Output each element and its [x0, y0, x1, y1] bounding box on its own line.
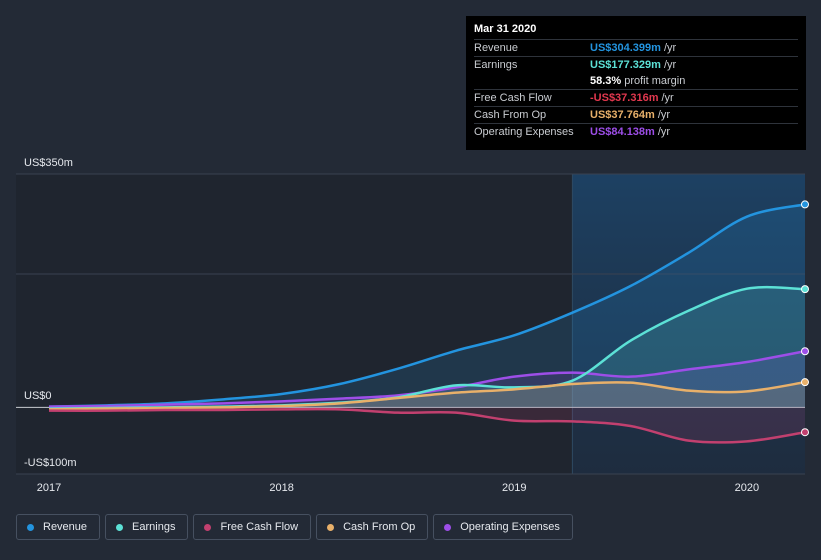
x-tick-label: 2019 [501, 482, 527, 494]
earnings-end-point[interactable] [801, 285, 809, 294]
tooltip-row-unit: profit margin [624, 75, 686, 87]
y-tick-label: US$0 [24, 390, 52, 403]
legend-dot-icon [116, 523, 124, 531]
x-tick-label: 2020 [734, 482, 760, 494]
legend-label: Cash From Op [343, 521, 416, 533]
tooltip-row: Free Cash Flow -US$37.316m/yr [474, 89, 798, 106]
tooltip-row-label: Revenue [474, 42, 519, 54]
legend-item-revenue[interactable]: Revenue [16, 514, 101, 540]
tooltip-row-label: Operating Expenses [474, 126, 574, 138]
y-tick-label: -US$100m [24, 457, 77, 469]
tooltip-row: Earnings US$177.329m/yr [474, 56, 798, 73]
operating-expenses-end-point[interactable] [801, 347, 809, 356]
y-tick-label: US$350m [24, 157, 73, 169]
tooltip-row: 58.3% profit margin [474, 73, 798, 89]
tooltip-row-label: Cash From Op [474, 109, 547, 121]
tooltip-row-value: 58.3% [590, 75, 622, 87]
cash-from-op-end-point[interactable] [801, 378, 809, 387]
tooltip-row: Cash From Op US$37.764m/yr [474, 106, 798, 123]
tooltip-row-unit: /yr [661, 92, 674, 104]
tooltip-row: Operating Expenses US$84.138m/yr [474, 123, 798, 140]
legend-dot-icon [27, 523, 34, 531]
tooltip-date: Mar 31 2020 [474, 23, 537, 35]
free-cash-flow-end-point[interactable] [801, 428, 809, 437]
revenue-end-point[interactable] [801, 200, 809, 209]
earnings-area [49, 287, 805, 409]
tooltip-row-unit: /yr [663, 59, 677, 71]
tooltip-row-label: Earnings [474, 59, 518, 71]
legend-label: Earnings [132, 521, 176, 533]
tooltip-row-unit: /yr [663, 42, 677, 54]
tooltip-row-value: US$177.329m [590, 59, 661, 71]
legend-label: Operating Expenses [460, 521, 560, 533]
legend-label: Free Cash Flow [220, 521, 299, 533]
tooltip-row-unit: /yr [657, 126, 671, 138]
tooltip-row: Revenue US$304.399m/yr [474, 39, 798, 56]
free-cash-flow-line [48, 407, 806, 444]
legend-label: Revenue [43, 521, 88, 533]
legend-item-earnings[interactable]: Earnings [105, 514, 189, 540]
cash-from-op-line [48, 380, 806, 411]
tooltip-row-value: US$304.399m [590, 42, 661, 54]
x-tick-label: 2018 [269, 482, 294, 494]
tooltip-row-value: US$84.138m [590, 126, 655, 138]
legend-item-cash-from-op[interactable]: Cash From Op [316, 514, 429, 540]
legend-dot-icon [204, 523, 212, 531]
revenue-line [48, 203, 806, 408]
operating-expenses-area [49, 351, 805, 408]
tooltip-row-label: Free Cash Flow [474, 92, 552, 104]
revenue-area [49, 204, 805, 408]
free-cash-flow-area [49, 407, 805, 443]
legend-dot-icon [444, 523, 452, 531]
hover-tooltip: Mar 31 2020 Revenue US$304.399m/yr Earning… [466, 16, 806, 150]
legend-dot-icon [327, 523, 335, 531]
tooltip-row-value: US$37.764m [590, 109, 655, 121]
tooltip-row-value: -US$37.316m [590, 92, 659, 104]
legend-item-free-cash-flow[interactable]: Free Cash Flow [193, 514, 312, 540]
tooltip-row-unit: /yr [657, 109, 671, 121]
chart-legend: Revenue Earnings Free Cash Flow Cash From O… [16, 514, 573, 540]
legend-item-operating-expenses[interactable]: Operating Expenses [433, 514, 573, 540]
x-tick-label: 2017 [36, 482, 62, 494]
